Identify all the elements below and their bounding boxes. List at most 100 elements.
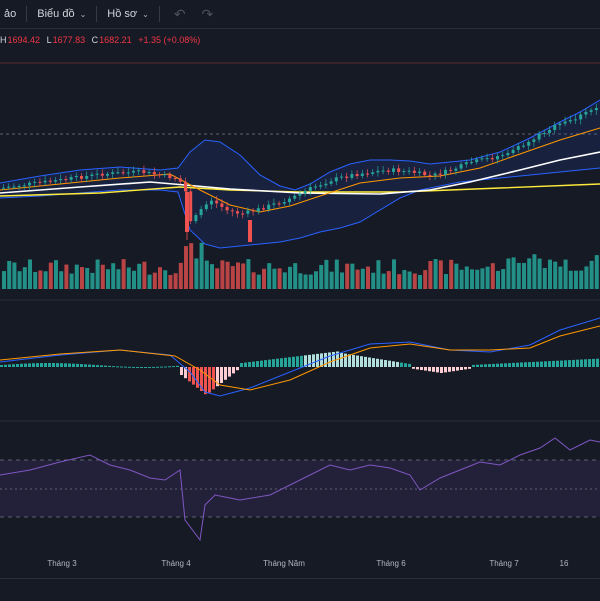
candle-body xyxy=(69,177,73,180)
macd-histogram-bar xyxy=(536,361,539,367)
macd-histogram-bar xyxy=(288,357,291,367)
volume-bar xyxy=(319,264,324,289)
volume-bar xyxy=(288,266,292,289)
volume-bar xyxy=(527,258,532,289)
macd-histogram-bar xyxy=(112,366,115,368)
macd-signal-line xyxy=(0,325,600,391)
high-label: H xyxy=(0,35,7,45)
macd-histogram-bar xyxy=(308,354,311,367)
macd-histogram-bar xyxy=(144,366,147,368)
macd-histogram-bar xyxy=(60,363,63,367)
volume-bar xyxy=(74,264,79,289)
candle-body xyxy=(470,162,473,164)
candle-body xyxy=(496,156,499,160)
macd-histogram-bar xyxy=(40,363,43,367)
volume-bar xyxy=(262,268,266,289)
redo-button[interactable]: ↷ xyxy=(194,0,222,28)
candle-body xyxy=(7,186,11,188)
time-axis-label: Tháng Năm xyxy=(263,559,305,568)
volume-bar xyxy=(438,260,443,289)
candle-body xyxy=(511,149,515,154)
toolbar-item-partial-label: ảo xyxy=(4,8,17,20)
macd-histogram-bar xyxy=(88,364,91,367)
candle-body xyxy=(142,170,146,174)
candle-body xyxy=(204,204,208,210)
macd-histogram-bar xyxy=(84,364,87,367)
volume-bar xyxy=(371,272,376,289)
macd-histogram-bar xyxy=(344,353,347,367)
volume-bar xyxy=(386,271,391,289)
rsi-band xyxy=(0,460,600,517)
candle-body xyxy=(355,174,359,177)
macd-histogram-bar xyxy=(564,360,567,367)
macd-histogram-bar xyxy=(592,358,595,367)
ma-white-line xyxy=(0,151,600,195)
candle-body xyxy=(210,200,213,205)
toolbar-item-partial[interactable]: ảo xyxy=(0,0,20,28)
candle-body xyxy=(464,162,468,165)
candle-body xyxy=(168,174,172,179)
low-value: 1677.83 xyxy=(52,35,86,45)
macd-histogram-bar xyxy=(240,363,243,367)
time-axis-label: Tháng 3 xyxy=(47,559,77,568)
macd-histogram-bar xyxy=(260,360,263,367)
volume-bar xyxy=(449,259,454,289)
macd-histogram-bar xyxy=(304,355,307,367)
profile-menu-button[interactable]: Hồ sơ ⌄ xyxy=(103,0,153,28)
candle-body xyxy=(2,187,5,189)
volume-bar xyxy=(516,262,521,289)
volume-bar xyxy=(501,269,506,289)
candle-body xyxy=(293,195,297,199)
candle-body xyxy=(12,186,16,188)
candle-body xyxy=(548,129,551,133)
macd-histogram-bar xyxy=(136,366,139,368)
volume-bar xyxy=(459,269,464,289)
macd-histogram-bar xyxy=(576,359,579,367)
volume-bar xyxy=(334,259,339,289)
macd-histogram-bar xyxy=(424,367,427,371)
volume-bar xyxy=(251,272,256,289)
macd-histogram-bar xyxy=(48,363,51,367)
macd-histogram-bar xyxy=(484,364,487,367)
macd-histogram-bar xyxy=(108,365,111,367)
time-axis: Tháng 3 Tháng 4 Tháng Năm Tháng 6 Tháng … xyxy=(0,555,600,575)
candle-body xyxy=(111,172,115,174)
candle-body xyxy=(542,132,546,134)
candle-body xyxy=(246,210,250,214)
macd-histogram-bar xyxy=(440,367,443,373)
macd-histogram-bar xyxy=(472,364,475,367)
volume-bar xyxy=(116,269,121,289)
volume-bar xyxy=(194,258,199,289)
volume-bar xyxy=(277,268,282,289)
macd-histogram-bar xyxy=(360,356,363,367)
chart-canvas[interactable] xyxy=(0,28,600,555)
time-axis-label: Tháng 4 xyxy=(161,559,191,568)
candle-body xyxy=(516,146,520,150)
candle-body xyxy=(428,175,432,177)
volume-bar xyxy=(444,273,448,289)
candle-body xyxy=(392,168,395,172)
volume-bar xyxy=(470,269,474,289)
candle-body xyxy=(376,170,380,173)
candle-body xyxy=(95,173,99,175)
undo-button[interactable]: ↶ xyxy=(166,0,194,28)
candle-body xyxy=(407,170,411,172)
volume-bar xyxy=(210,264,214,289)
macd-histogram-bar xyxy=(120,366,123,368)
volume-bar xyxy=(225,261,230,289)
candle-body xyxy=(267,204,271,210)
macd-histogram-bar xyxy=(104,365,107,367)
candle-body xyxy=(298,193,302,196)
volume-bar xyxy=(111,263,116,289)
macd-histogram-bar xyxy=(496,363,499,367)
chevron-down-icon: ⌄ xyxy=(142,9,149,19)
macd-histogram-bar xyxy=(392,361,395,367)
macd-histogram-bar xyxy=(256,361,259,367)
macd-histogram-bar xyxy=(8,364,11,367)
volume-bar xyxy=(246,259,251,289)
macd-histogram-bar xyxy=(320,353,323,367)
candle-body xyxy=(558,123,562,126)
macd-histogram-bar xyxy=(388,360,391,367)
volume-bar xyxy=(366,266,370,289)
chart-menu-button[interactable]: Biểu đồ ⌄ xyxy=(33,0,90,28)
